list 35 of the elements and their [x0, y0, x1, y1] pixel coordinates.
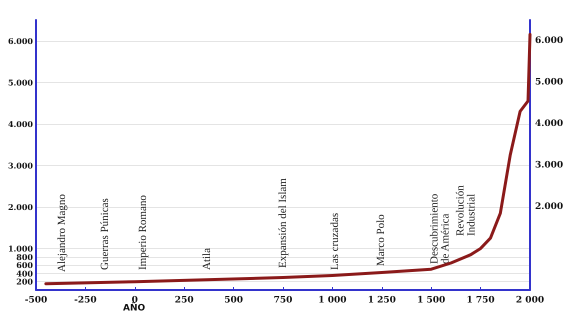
y2-tick-label: 6.000 [535, 36, 564, 46]
x-tick-label: 1 500 [417, 296, 446, 306]
annotation: Guerras Púnicas [99, 198, 111, 270]
x-tick-label: -250 [74, 296, 97, 306]
y-tick-label: 400 [16, 268, 34, 278]
y-tick-label: 2.000 [8, 202, 34, 212]
y2-tick-label: 4.000 [535, 118, 564, 129]
x-tick-label: 2 000 [516, 296, 544, 306]
y2-tick-label: 2.000 [535, 202, 564, 212]
y-tick-label: 200 [16, 276, 34, 287]
x-tick-label: 750 [274, 296, 292, 306]
annotation: Marco Polo [375, 214, 387, 266]
y-tick-label: 1.000 [8, 243, 34, 254]
annotation: Las cruzadas [329, 212, 341, 270]
annotation: Expansión del Islam [277, 178, 289, 268]
x-tick-label: 1 750 [466, 296, 495, 306]
annotation: Imperio Romano [137, 194, 149, 270]
x-tick-label: -500 [24, 296, 48, 306]
y-tick-label: 600 [16, 260, 34, 270]
y2-tick-label: 3.000 [535, 160, 564, 170]
y-tick-label: 6.000 [8, 36, 34, 46]
line-series [44, 33, 532, 286]
annotation: Atila [201, 248, 213, 270]
x-tick-label: 250 [174, 296, 194, 306]
annotation: Revolución Industrial [454, 184, 478, 236]
x-tick-label: 1 000 [318, 296, 346, 306]
annotation: Alejandro Magno [56, 194, 68, 272]
y2-tick-label: 5.000 [535, 77, 564, 88]
x-axis-title: AÑO [123, 302, 146, 314]
x-tick-label: 1 250 [368, 296, 396, 306]
y-tick-label: 800 [16, 252, 34, 262]
y-tick-label: 5.000 [8, 77, 34, 88]
y-tick-label: 3.000 [8, 160, 34, 170]
x-tick-label: 500 [224, 296, 243, 306]
y-tick-label: 4.000 [8, 118, 34, 129]
